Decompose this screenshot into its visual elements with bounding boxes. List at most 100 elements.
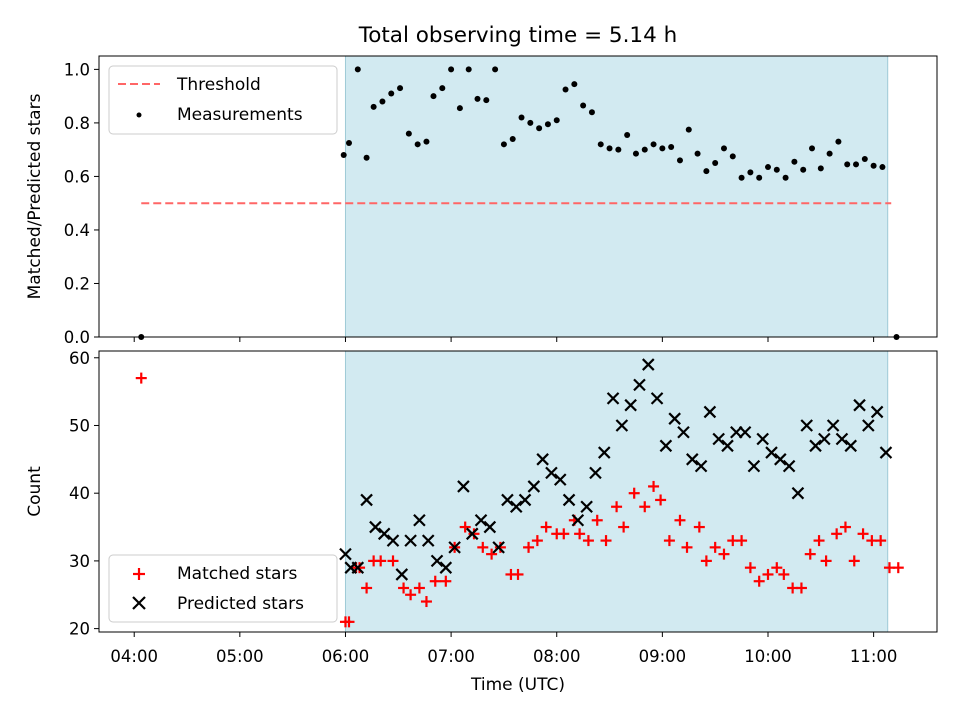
measurement-point bbox=[580, 102, 587, 109]
measurement-point bbox=[571, 81, 578, 88]
y-tick-label: 0.6 bbox=[64, 167, 90, 186]
measurement-point bbox=[606, 145, 613, 152]
measurement-point bbox=[430, 93, 437, 100]
predicted-point bbox=[360, 493, 373, 507]
matched-point bbox=[820, 555, 832, 567]
measurement-point bbox=[405, 130, 412, 137]
top-observing-window bbox=[344, 55, 889, 338]
x-tick-label: 04:00 bbox=[110, 647, 158, 666]
matched-point bbox=[591, 514, 603, 526]
predicted-point bbox=[782, 459, 796, 473]
predicted-point bbox=[509, 500, 523, 514]
x-tick-label: 08:00 bbox=[533, 647, 581, 666]
matched-point bbox=[354, 562, 366, 574]
measurement-point bbox=[492, 66, 499, 73]
y-tick-label: 0.0 bbox=[64, 328, 90, 347]
predicted-point bbox=[659, 439, 673, 453]
matched-point bbox=[648, 480, 660, 492]
matched-point bbox=[600, 535, 612, 547]
top-x-axis bbox=[133, 337, 875, 342]
measurement-point bbox=[870, 162, 877, 169]
measurement-point bbox=[588, 109, 595, 116]
measurement-point bbox=[632, 150, 639, 157]
matched-point bbox=[875, 535, 887, 547]
matched-point bbox=[709, 541, 721, 553]
predicted-point bbox=[465, 527, 479, 541]
matched-point bbox=[674, 514, 686, 526]
top-legend-box bbox=[108, 65, 338, 135]
matched-point bbox=[611, 501, 623, 513]
matched-point bbox=[718, 548, 730, 560]
predicted-point bbox=[624, 398, 637, 412]
measurement-point bbox=[844, 161, 851, 168]
matched-series bbox=[135, 372, 904, 628]
y-tick-label: 50 bbox=[69, 416, 90, 435]
predicted-point bbox=[421, 534, 435, 547]
y-tick-label: 40 bbox=[69, 484, 90, 503]
predicted-point bbox=[756, 432, 769, 446]
predicted-point bbox=[492, 541, 505, 554]
measurement-point bbox=[738, 174, 745, 181]
predicted-point bbox=[747, 459, 761, 473]
measurement-series bbox=[138, 66, 900, 340]
measurement-point bbox=[712, 160, 719, 167]
matched-point bbox=[778, 568, 790, 580]
measurement-point bbox=[861, 156, 868, 163]
measurement-point bbox=[773, 166, 780, 173]
x-tick-label: 10:00 bbox=[744, 647, 792, 666]
top-legend: Threshold Measurements bbox=[108, 65, 338, 135]
measurement-point bbox=[615, 146, 622, 153]
predicted-point bbox=[580, 500, 593, 514]
bottom-plot-frame bbox=[98, 350, 938, 633]
matched-point bbox=[693, 521, 705, 533]
measurement-point bbox=[370, 103, 377, 110]
predicted-point bbox=[518, 493, 532, 507]
matched-point bbox=[361, 582, 373, 594]
measurement-point bbox=[694, 150, 701, 157]
predicted-point bbox=[413, 513, 426, 527]
measurement-point bbox=[676, 157, 683, 164]
measurement-point bbox=[544, 121, 551, 128]
top-plot-frame bbox=[98, 55, 938, 338]
matched-point bbox=[477, 541, 489, 553]
measurement-point bbox=[536, 125, 543, 132]
bottom-y-axis: 20 30 40 50 60 bbox=[69, 349, 99, 639]
measurement-point bbox=[354, 66, 361, 73]
measurement-point bbox=[562, 86, 569, 93]
measurement-point bbox=[483, 97, 490, 104]
measurement-point bbox=[641, 146, 648, 153]
matched-point bbox=[494, 541, 506, 553]
measurement-point bbox=[782, 174, 789, 181]
matched-point bbox=[848, 555, 860, 567]
measurement-point bbox=[414, 141, 421, 148]
predicted-point bbox=[545, 466, 558, 480]
predicted-point bbox=[404, 534, 417, 547]
measurement-point bbox=[345, 139, 352, 146]
bottom-x-axis: 04:00 05:00 06:00 07:00 08:00 09:00 10:00 11:00 bbox=[110, 632, 897, 666]
matched-point bbox=[405, 589, 417, 601]
x-axis-label: Time (UTC) bbox=[470, 675, 565, 695]
matched-point bbox=[681, 541, 693, 553]
predicted-point bbox=[686, 453, 699, 466]
top-panel: 0.0 0.2 0.4 0.6 0.8 1.0 Matched/Predicted sta… bbox=[25, 55, 938, 347]
predicted-point bbox=[835, 432, 849, 446]
measurement-point bbox=[703, 168, 710, 175]
predicted-point bbox=[351, 561, 365, 574]
matched-point bbox=[135, 372, 147, 384]
predicted-point bbox=[791, 486, 805, 500]
matched-point bbox=[831, 528, 843, 540]
predicted-point bbox=[668, 412, 681, 425]
measurement-point bbox=[668, 143, 675, 150]
predicted-point bbox=[439, 561, 453, 574]
measurement-point bbox=[500, 141, 507, 148]
matched-point bbox=[618, 521, 630, 533]
top-y-axis: 0.0 0.2 0.4 0.6 0.8 1.0 bbox=[64, 60, 99, 347]
predicted-legend-label: Predicted stars bbox=[177, 594, 304, 614]
predicted-point bbox=[615, 419, 629, 432]
measurement-point bbox=[659, 145, 666, 152]
predicted-point bbox=[844, 439, 858, 453]
measurement-point bbox=[340, 152, 347, 159]
matched-point bbox=[839, 521, 851, 533]
measurement-point bbox=[509, 135, 516, 142]
measurement-point bbox=[379, 98, 386, 105]
